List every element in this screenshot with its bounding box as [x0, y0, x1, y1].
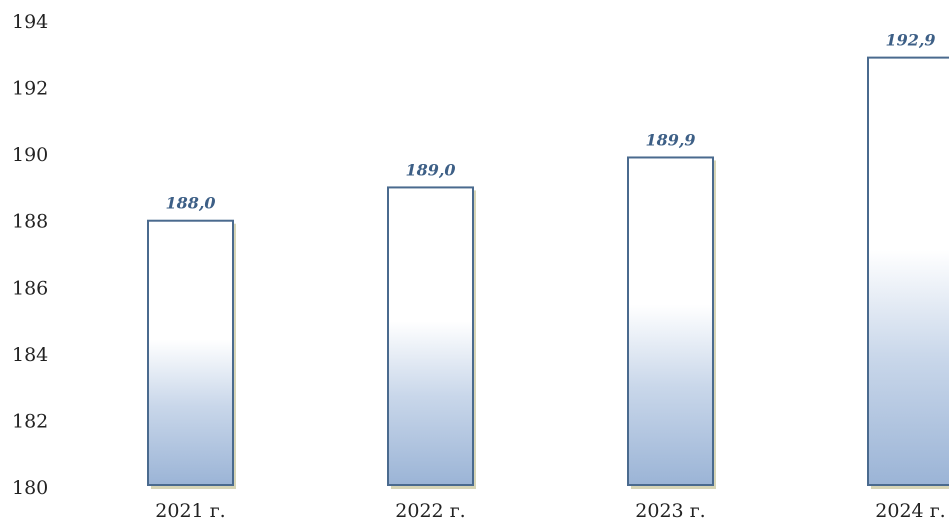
y-tick-label: 188: [12, 211, 48, 233]
bar-value-label: 188,0: [165, 194, 215, 213]
x-axis: 2021 г. 2022 г. 2023 г. 2024 г.: [155, 500, 945, 522]
bars: [147, 56, 949, 489]
bar-value-label: 192,9: [885, 31, 935, 50]
x-category-label: 2022 г.: [395, 500, 465, 522]
bar: [627, 156, 714, 486]
y-tick-label: 180: [12, 477, 48, 499]
x-category-label: 2023 г.: [635, 500, 705, 522]
y-tick-label: 192: [12, 78, 48, 100]
bar: [867, 56, 949, 486]
x-category-label: 2021 г.: [155, 500, 225, 522]
y-tick-label: 186: [12, 277, 48, 299]
bar-value-label: 189,9: [645, 130, 695, 149]
y-tick-label: 190: [12, 144, 48, 166]
value-labels: 188,0 189,0 189,9 192,9: [165, 31, 935, 213]
bar: [147, 219, 234, 486]
x-category-label: 2024 г.: [875, 500, 945, 522]
y-tick-label: 184: [12, 344, 48, 366]
y-tick-label: 194: [12, 11, 48, 33]
y-axis: 180 182 184 186 188 190 192 194: [12, 11, 48, 499]
bar-value-label: 189,0: [405, 160, 455, 179]
y-tick-label: 182: [12, 410, 48, 432]
bar: [387, 186, 474, 487]
